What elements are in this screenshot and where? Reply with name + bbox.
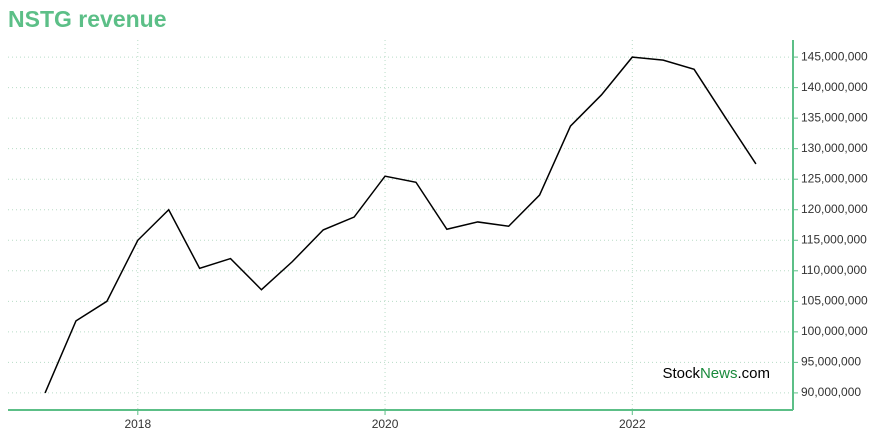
line bbox=[44, 56, 757, 394]
y-tick-label: 130,000,000 bbox=[801, 141, 868, 155]
y-tick-label: 145,000,000 bbox=[801, 49, 868, 63]
y-tick-label: 105,000,000 bbox=[801, 293, 868, 307]
y-tick-label: 125,000,000 bbox=[801, 171, 868, 185]
watermark: StockNews.com bbox=[662, 365, 770, 382]
watermark-part: Stock bbox=[662, 365, 700, 382]
watermark-part: News bbox=[700, 365, 738, 382]
y-tick-label: 95,000,000 bbox=[801, 355, 861, 369]
x-tick-label: 2020 bbox=[372, 417, 399, 431]
y-tick-label: 110,000,000 bbox=[801, 263, 867, 277]
y-tick-label: 115,000,000 bbox=[801, 232, 867, 246]
x-tick-label: 2018 bbox=[124, 417, 151, 431]
y-tick-label: 135,000,000 bbox=[801, 110, 868, 124]
chart-title: NSTG revenue bbox=[8, 6, 167, 32]
y-tick-label: 140,000,000 bbox=[801, 80, 868, 94]
x-tick-label: 2022 bbox=[619, 417, 646, 431]
y-tick-label: 90,000,000 bbox=[801, 385, 861, 399]
watermark-part: .com bbox=[737, 365, 770, 382]
y-tick-label: 100,000,000 bbox=[801, 324, 868, 338]
y-tick-label: 120,000,000 bbox=[801, 202, 868, 216]
